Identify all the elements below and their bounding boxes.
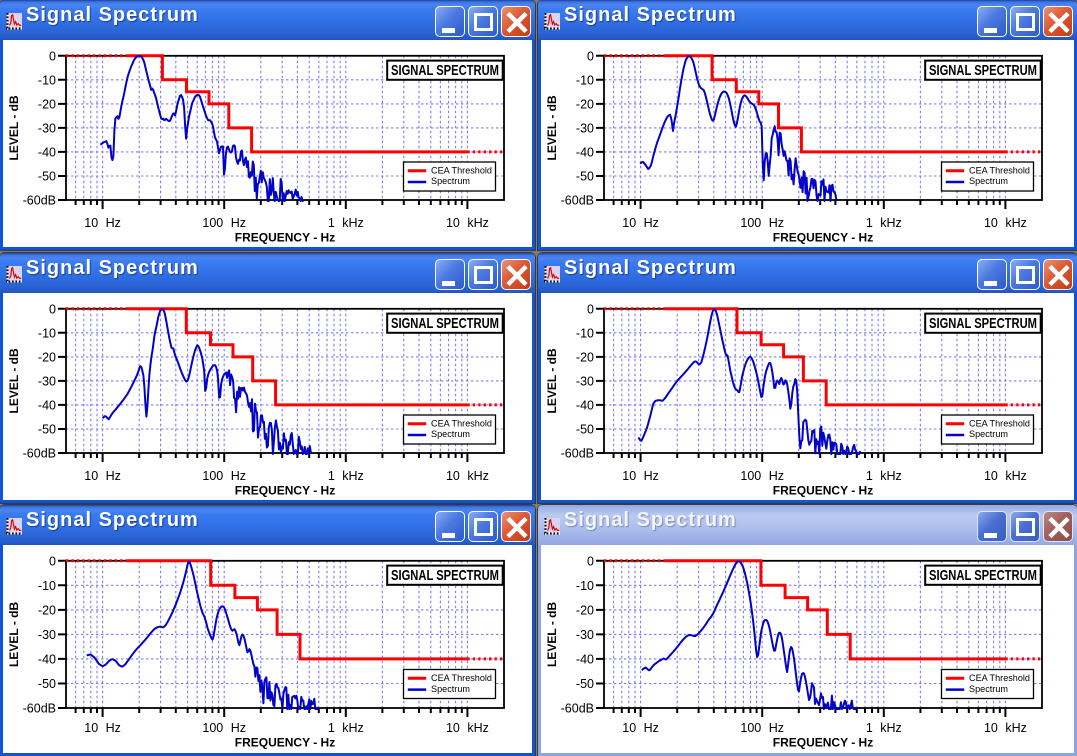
svg-text:-40: -40 bbox=[576, 145, 594, 159]
svg-text:FREQUENCY - Hz: FREQUENCY - Hz bbox=[235, 231, 335, 245]
svg-text:SIGNAL SPECTRUM: SIGNAL SPECTRUM bbox=[391, 62, 499, 79]
svg-text:-50: -50 bbox=[38, 422, 56, 436]
svg-text:SIGNAL SPECTRUM: SIGNAL SPECTRUM bbox=[929, 62, 1037, 79]
svg-text:FREQUENCY - Hz: FREQUENCY - Hz bbox=[773, 231, 873, 245]
svg-text:-30: -30 bbox=[38, 628, 56, 642]
svg-text:10 kHz: 10 kHz bbox=[984, 469, 1027, 483]
svg-text:-10: -10 bbox=[576, 326, 594, 340]
svg-text:Spectrum: Spectrum bbox=[969, 684, 1008, 694]
svg-text:-60dB: -60dB bbox=[23, 194, 56, 208]
svg-text:FREQUENCY - Hz: FREQUENCY - Hz bbox=[773, 736, 873, 750]
svg-text:CEA Threshold: CEA Threshold bbox=[969, 166, 1030, 176]
svg-text:0: 0 bbox=[587, 49, 594, 63]
svg-text:SIGNAL SPECTRUM: SIGNAL SPECTRUM bbox=[929, 567, 1037, 584]
svg-text:1 kHz: 1 kHz bbox=[866, 721, 902, 735]
svg-text:LEVEL - dB: LEVEL - dB bbox=[7, 348, 21, 413]
svg-text:Spectrum: Spectrum bbox=[969, 429, 1008, 439]
svg-text:10 Hz: 10 Hz bbox=[622, 216, 659, 230]
svg-text:-60dB: -60dB bbox=[561, 194, 594, 208]
svg-text:LEVEL - dB: LEVEL - dB bbox=[545, 95, 559, 160]
svg-text:CEA Threshold: CEA Threshold bbox=[431, 673, 492, 683]
svg-text:FREQUENCY - Hz: FREQUENCY - Hz bbox=[235, 736, 335, 750]
svg-text:Spectrum: Spectrum bbox=[431, 684, 470, 694]
svg-text:Spectrum: Spectrum bbox=[431, 429, 470, 439]
svg-text:-60dB: -60dB bbox=[561, 702, 594, 716]
svg-text:100 Hz: 100 Hz bbox=[740, 721, 784, 735]
svg-text:CEA Threshold: CEA Threshold bbox=[969, 418, 1030, 428]
svg-text:-60dB: -60dB bbox=[23, 446, 56, 460]
svg-text:-50: -50 bbox=[576, 170, 594, 184]
svg-text:-30: -30 bbox=[576, 121, 594, 135]
svg-text:1 kHz: 1 kHz bbox=[328, 469, 364, 483]
svg-text:LEVEL - dB: LEVEL - dB bbox=[7, 95, 21, 160]
svg-text:1 kHz: 1 kHz bbox=[328, 216, 364, 230]
svg-text:100 Hz: 100 Hz bbox=[202, 721, 246, 735]
svg-text:-40: -40 bbox=[576, 652, 594, 666]
svg-text:0: 0 bbox=[49, 302, 56, 316]
svg-text:FREQUENCY - Hz: FREQUENCY - Hz bbox=[235, 483, 335, 497]
svg-text:100 Hz: 100 Hz bbox=[740, 216, 784, 230]
svg-text:SIGNAL SPECTRUM: SIGNAL SPECTRUM bbox=[391, 315, 499, 332]
svg-text:Spectrum: Spectrum bbox=[969, 176, 1008, 186]
svg-text:-20: -20 bbox=[576, 350, 594, 364]
svg-text:100 Hz: 100 Hz bbox=[740, 469, 784, 483]
svg-text:-10: -10 bbox=[38, 326, 56, 340]
svg-text:10 kHz: 10 kHz bbox=[984, 721, 1027, 735]
svg-text:-40: -40 bbox=[38, 145, 56, 159]
svg-text:-40: -40 bbox=[38, 398, 56, 412]
svg-text:1 kHz: 1 kHz bbox=[866, 469, 902, 483]
svg-text:SIGNAL SPECTRUM: SIGNAL SPECTRUM bbox=[391, 567, 499, 584]
svg-text:-50: -50 bbox=[38, 170, 56, 184]
svg-text:CEA Threshold: CEA Threshold bbox=[431, 418, 492, 428]
svg-text:0: 0 bbox=[587, 554, 594, 568]
svg-text:-30: -30 bbox=[576, 628, 594, 642]
svg-text:1 kHz: 1 kHz bbox=[328, 721, 364, 735]
svg-text:10 kHz: 10 kHz bbox=[984, 216, 1027, 230]
svg-text:-30: -30 bbox=[576, 374, 594, 388]
svg-text:-50: -50 bbox=[576, 677, 594, 691]
svg-text:-30: -30 bbox=[38, 374, 56, 388]
svg-text:-40: -40 bbox=[38, 652, 56, 666]
svg-text:-20: -20 bbox=[38, 603, 56, 617]
svg-text:-40: -40 bbox=[576, 398, 594, 412]
svg-text:10 Hz: 10 Hz bbox=[84, 216, 121, 230]
svg-text:-50: -50 bbox=[38, 677, 56, 691]
svg-text:-60dB: -60dB bbox=[23, 702, 56, 716]
svg-text:-10: -10 bbox=[576, 73, 594, 87]
svg-text:-20: -20 bbox=[576, 603, 594, 617]
svg-text:10 Hz: 10 Hz bbox=[84, 721, 121, 735]
svg-text:10 kHz: 10 kHz bbox=[446, 721, 489, 735]
svg-text:CEA Threshold: CEA Threshold bbox=[969, 673, 1030, 683]
svg-text:LEVEL - dB: LEVEL - dB bbox=[545, 602, 559, 667]
svg-text:LEVEL - dB: LEVEL - dB bbox=[545, 348, 559, 413]
svg-text:1 kHz: 1 kHz bbox=[866, 216, 902, 230]
svg-text:10 Hz: 10 Hz bbox=[622, 721, 659, 735]
svg-text:0: 0 bbox=[49, 554, 56, 568]
svg-text:-30: -30 bbox=[38, 121, 56, 135]
svg-text:-50: -50 bbox=[576, 422, 594, 436]
svg-text:10 kHz: 10 kHz bbox=[446, 216, 489, 230]
svg-text:100 Hz: 100 Hz bbox=[202, 216, 246, 230]
svg-text:-20: -20 bbox=[576, 97, 594, 111]
svg-text:-10: -10 bbox=[38, 579, 56, 593]
svg-text:100 Hz: 100 Hz bbox=[202, 469, 246, 483]
svg-text:10 kHz: 10 kHz bbox=[446, 469, 489, 483]
svg-text:-20: -20 bbox=[38, 97, 56, 111]
svg-text:SIGNAL SPECTRUM: SIGNAL SPECTRUM bbox=[929, 315, 1037, 332]
svg-text:LEVEL - dB: LEVEL - dB bbox=[7, 602, 21, 667]
svg-text:10 Hz: 10 Hz bbox=[84, 469, 121, 483]
svg-text:-20: -20 bbox=[38, 350, 56, 364]
svg-text:0: 0 bbox=[587, 302, 594, 316]
svg-text:-60dB: -60dB bbox=[561, 446, 594, 460]
svg-text:FREQUENCY - Hz: FREQUENCY - Hz bbox=[773, 483, 873, 497]
svg-text:10 Hz: 10 Hz bbox=[622, 469, 659, 483]
svg-text:CEA Threshold: CEA Threshold bbox=[431, 166, 492, 176]
svg-text:-10: -10 bbox=[576, 579, 594, 593]
svg-text:0: 0 bbox=[49, 49, 56, 63]
svg-text:-10: -10 bbox=[38, 73, 56, 87]
svg-text:Spectrum: Spectrum bbox=[431, 176, 470, 186]
